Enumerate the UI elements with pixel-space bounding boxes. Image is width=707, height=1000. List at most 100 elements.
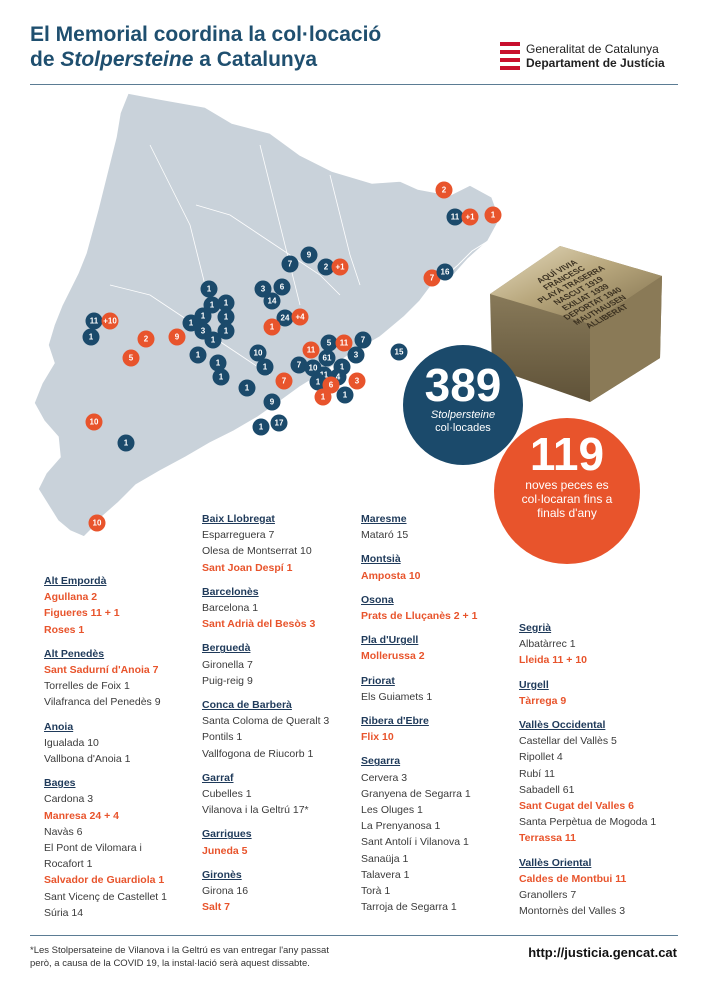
town-item: Sant Antolí i Vilanova 1 [361,836,469,849]
town-item: Montornès del Valles 3 [519,905,626,918]
title-line-1: El Memorial coordina la col·locació [30,23,382,46]
map-pin: 1 [484,206,502,224]
region-heading: Ribera d'Ebre [361,715,429,728]
list-column-2: Baix Llobregat Esparreguera 7 Olesa de Mon… [202,511,362,915]
town-item: Sant Joan Despí 1 [202,561,293,574]
town-item: Mollerussa 2 [361,650,425,663]
map-pin: 1 [252,418,270,436]
map-pin: 17 [270,414,288,432]
logo-line-2: Departament de Justícia [526,56,665,70]
map-pin: 2 [317,258,335,276]
region-heading: Garraf [202,771,234,784]
town-item: Sant Sadurní d'Anoia 7 [44,664,159,677]
town-item: Salt 7 [202,901,231,914]
map-pin: 10 [88,514,106,532]
region-heading: Osona [361,593,394,606]
town-item: Barcelona 1 [202,602,259,615]
town-item: Les Oluges 1 [361,804,423,817]
region-heading: Segrià [519,622,552,634]
map-pin: 3 [348,372,366,390]
town-item: Puig-reig 9 [202,674,253,687]
town-item: Ripollet 4 [519,751,563,764]
map-pin: +1 [461,208,479,226]
map-pin: 11 [85,312,103,330]
header-divider [30,84,678,85]
footnote-line-2: però, a causa de la COVID 19, la instal·… [30,958,310,969]
town-item: La Prenyanosa 1 [361,820,441,833]
list-column-4: Segrià Albatàrrec 1 Lleida 11 + 10 Urgell Tà… [519,620,679,919]
town-item: Lleida 11 + 10 [519,654,588,667]
town-item: Igualada 10 [44,736,99,749]
town-item: Vilanova i la Geltrú 17* [202,804,309,817]
map-pin: 9 [300,246,318,264]
map-pin: 1 [309,373,327,391]
map-pin: +10 [101,312,119,330]
map-pin: 7 [423,269,441,287]
website-link[interactable]: http://justicia.gencat.cat [528,945,677,960]
map-pin: 2 [137,330,155,348]
region-heading: Berguedà [202,642,251,655]
new-label-2: col·locaran fins a [521,492,613,506]
town-item: Albatàrrec 1 [519,638,576,651]
stolperstein-shape [490,246,662,402]
map-pin: 11 [335,334,353,352]
region-heading: Vallès Oriental [519,856,592,869]
town-item: Talavera 1 [361,868,410,881]
map-pin: 7 [275,372,293,390]
new-stat-circle: 119 noves peces es col·locaran fins a fi… [494,418,640,564]
town-item: Granyena de Segarra 1 [361,787,471,800]
logo-text: Generalitat de Catalunya Departament de … [526,42,665,70]
town-item: Cervera 3 [361,771,408,784]
map-pin: 1 [217,294,235,312]
map-pin: 5 [320,334,338,352]
town-item: Sabadell 61 [519,783,575,796]
region-heading: Segarra [361,755,401,768]
footnote-line-1: *Les Stolpersateine de Vilanova i la Gel… [30,945,329,956]
town-item: Tarroja de Segarra 1 [361,901,457,914]
region-heading: Baix Llobregat [202,513,275,525]
town-item: Prats de Lluçanès 2 + 1 [361,610,478,623]
town-item: Salvador de Guardiola 1 [44,874,165,887]
region-heading: Montsià [361,553,401,566]
map-pin: 1 [263,318,281,336]
map-pin: 5 [122,349,140,367]
town-item: Amposta 10 [361,569,421,582]
map-pin: 24 [276,309,294,327]
region-heading: Anoia [44,720,74,733]
map-pin: 1 [314,388,332,406]
town-item: Sant Adrià del Besòs 3 [202,618,316,631]
region-heading: Bages [44,777,76,790]
map-pin: 11 [302,341,320,359]
town-item: Vilafranca del Penedès 9 [44,696,161,709]
title-post: a Catalunya [193,48,318,71]
town-item: Gironella 7 [202,658,253,671]
town-item: Terrassa 11 [519,832,577,845]
map-pin: 6 [273,278,291,296]
region-heading: Gironès [202,868,242,881]
town-item: Cubelles 1 [202,788,252,801]
town-item: Caldes de Montbui 11 [519,872,627,885]
town-item: Torà 1 [361,885,391,898]
title-pre: de [30,48,61,71]
title-italic: Stolpersteine [60,48,194,71]
new-number: 119 [529,428,605,480]
town-item: Manresa 24 + 4 [44,809,120,822]
region-heading: Maresme [361,513,407,525]
map-pin: 3 [347,346,365,364]
map-pin: 14 [263,292,281,310]
town-item: Roses 1 [44,623,85,636]
map-pin: 1 [182,314,200,332]
town-item: Navàs 6 [44,825,83,838]
placed-number: 389 [424,359,502,411]
page-title: El Memorial coordina la col·locació de S… [30,22,381,72]
region-heading: Priorat [361,674,395,687]
generalitat-logo[interactable]: Generalitat de Catalunya Departament de … [500,42,665,70]
town-item: Tàrrega 9 [519,694,567,707]
town-item: Olesa de Montserrat 10 [202,545,312,558]
town-item: Sant Cugat del Valles 6 [519,800,634,813]
town-item: Girona 16 [202,885,249,898]
map-pin: 1 [217,322,235,340]
town-item: Santa Coloma de Queralt 3 [202,715,330,728]
town-item: Pontils 1 [202,731,243,744]
title-line-2: de Stolpersteine a Catalunya [30,47,381,72]
